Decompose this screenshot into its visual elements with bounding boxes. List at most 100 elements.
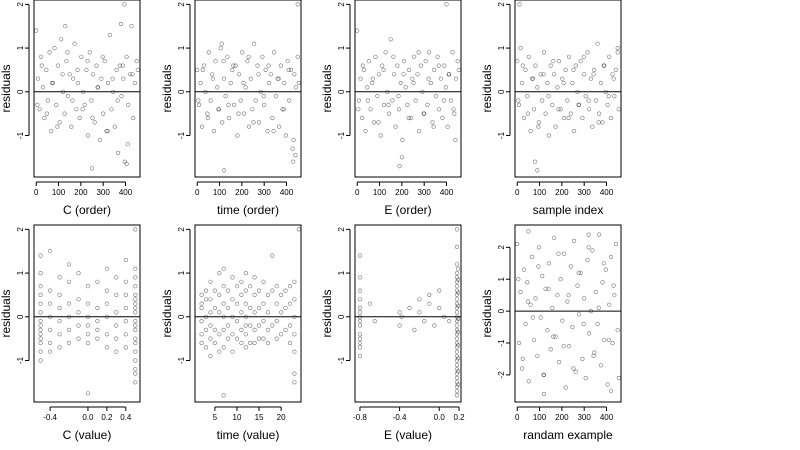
y-tick-label: -1 xyxy=(337,131,346,139)
data-point xyxy=(243,323,248,328)
data-point xyxy=(535,353,540,358)
y-tick-label: -1 xyxy=(337,356,346,364)
data-point xyxy=(516,98,521,103)
data-point xyxy=(245,59,250,64)
data-point xyxy=(287,323,293,328)
data-point xyxy=(526,54,531,59)
data-point xyxy=(38,358,43,363)
data-point xyxy=(291,137,296,142)
data-point xyxy=(201,63,206,68)
y-tick-label: 0 xyxy=(497,89,506,94)
data-point xyxy=(583,93,588,99)
data-point xyxy=(210,76,215,81)
plot-frame xyxy=(514,224,622,403)
data-point xyxy=(261,319,266,324)
data-point xyxy=(47,314,53,319)
data-point xyxy=(551,334,556,339)
data-point xyxy=(208,98,213,103)
data-point xyxy=(578,59,583,64)
data-point xyxy=(454,297,460,302)
data-point xyxy=(454,371,460,376)
data-point xyxy=(208,279,213,284)
data-point xyxy=(580,356,585,362)
data-point xyxy=(533,296,538,301)
data-point xyxy=(455,303,461,309)
data-point xyxy=(445,124,450,129)
data-point xyxy=(208,323,213,328)
data-point xyxy=(279,292,284,298)
data-point xyxy=(423,59,428,64)
data-point xyxy=(427,292,432,298)
data-point xyxy=(523,67,528,72)
data-point xyxy=(546,261,552,266)
data-point xyxy=(100,54,105,59)
data-point xyxy=(550,102,555,107)
data-point xyxy=(38,253,43,258)
data-point xyxy=(435,54,440,59)
data-point xyxy=(252,310,257,315)
data-point xyxy=(112,124,117,129)
data-point xyxy=(586,331,592,336)
data-point xyxy=(119,93,124,99)
data-point xyxy=(358,76,363,81)
data-point xyxy=(516,340,522,346)
data-point xyxy=(596,111,602,116)
y-tick-label: 2 xyxy=(337,2,346,7)
data-point xyxy=(575,89,580,94)
data-point xyxy=(63,24,68,29)
data-point xyxy=(243,271,248,276)
data-point xyxy=(541,391,547,397)
data-point xyxy=(265,129,270,134)
data-point xyxy=(239,310,244,315)
data-point xyxy=(610,72,615,77)
data-point xyxy=(433,93,438,99)
data-point xyxy=(120,63,125,68)
data-point xyxy=(208,310,213,315)
data-point xyxy=(104,129,109,134)
data-point xyxy=(134,59,139,64)
data-point xyxy=(95,85,100,90)
x-axis-title: time (value) xyxy=(217,428,280,442)
data-point xyxy=(536,245,542,250)
data-point xyxy=(132,80,137,86)
data-point xyxy=(76,336,81,341)
y-tick-label: 2 xyxy=(16,2,25,7)
data-point xyxy=(252,292,257,298)
data-point xyxy=(47,327,53,333)
data-point xyxy=(133,340,138,346)
data-point xyxy=(454,340,460,346)
data-point xyxy=(551,59,556,64)
data-point xyxy=(236,72,242,77)
data-point xyxy=(357,288,363,293)
data-point xyxy=(66,314,72,319)
data-point xyxy=(615,328,620,333)
x-tick-label: 200 xyxy=(74,188,88,197)
data-point xyxy=(133,266,138,271)
data-point xyxy=(543,286,548,291)
data-point xyxy=(248,340,253,346)
data-point xyxy=(596,232,602,237)
data-point xyxy=(454,244,460,249)
data-point xyxy=(566,344,572,349)
data-point xyxy=(571,67,576,72)
data-point xyxy=(454,354,460,359)
data-point xyxy=(221,301,226,306)
data-point xyxy=(412,327,417,333)
data-point xyxy=(198,80,203,86)
plot-frame xyxy=(33,224,141,403)
data-point xyxy=(546,286,551,291)
data-point xyxy=(267,80,272,86)
data-point xyxy=(454,336,460,341)
data-point xyxy=(615,45,620,51)
data-point xyxy=(406,67,412,72)
x-tick-label: 400 xyxy=(119,188,133,197)
data-point xyxy=(70,98,75,103)
data-point xyxy=(360,115,365,121)
data-point xyxy=(252,41,257,46)
x-tick-label: 20 xyxy=(277,413,286,422)
data-point xyxy=(196,98,201,103)
data-point xyxy=(105,129,110,134)
data-point xyxy=(575,283,580,288)
x-tick-label: 10 xyxy=(233,413,242,422)
data-point xyxy=(75,67,80,72)
